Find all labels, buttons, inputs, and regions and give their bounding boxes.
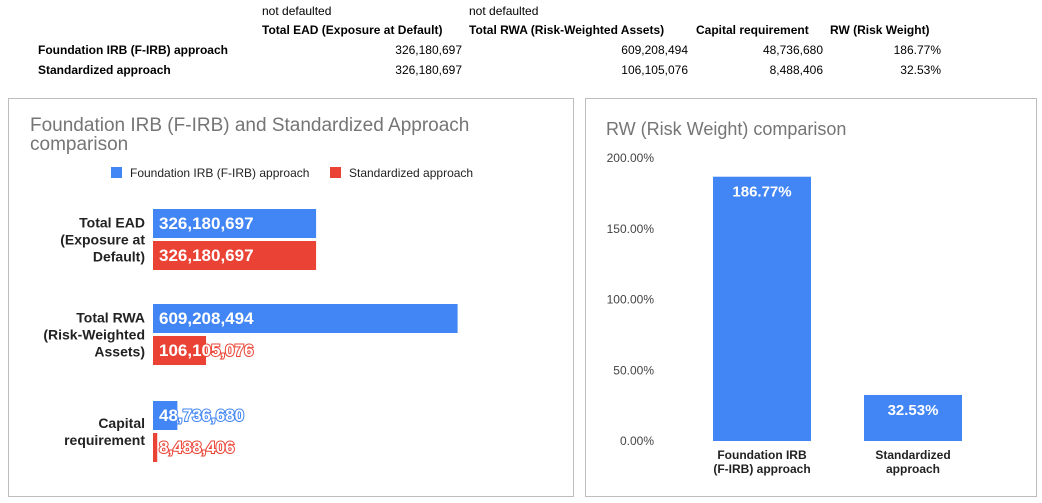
- data-label: 326,180,697: [159, 214, 254, 233]
- category-label: approach: [886, 462, 940, 476]
- data-label: 609,208,494: [159, 309, 254, 328]
- y-tick-label: 150.00%: [607, 222, 655, 236]
- category-label: requirement: [64, 432, 145, 448]
- chart-title: RW (Risk Weight) comparison: [606, 119, 846, 139]
- col-header-capital: Capital requirement: [696, 23, 809, 37]
- category-label: Foundation IRB: [717, 448, 807, 462]
- y-tick-label: 0.00%: [620, 434, 654, 448]
- comparison-bar-chart: Foundation IRB (F-IRB) and Standardized …: [30, 115, 473, 462]
- y-tick-label: 200.00%: [607, 151, 655, 165]
- category-label: (Exposure at: [60, 232, 145, 248]
- risk-weight-chart-panel: RW (Risk Weight) comparison 0.00% 50.00% 10…: [585, 98, 1037, 497]
- bar: [153, 433, 158, 462]
- category-label: Default): [93, 249, 145, 265]
- data-label: 106,105,076: [159, 341, 254, 360]
- legend-swatch: [111, 167, 122, 178]
- legend-label: Standardized approach: [349, 166, 473, 180]
- subheader-rwa: not defaulted: [469, 4, 539, 18]
- data-label: 186.77%: [732, 184, 791, 201]
- category-label: Total RWA: [76, 310, 145, 326]
- data-label: 326,180,697: [159, 246, 254, 265]
- data-label: 48,736,680: [159, 406, 244, 425]
- bar: [153, 209, 317, 238]
- cell-firb-capital: 48,736,680: [762, 43, 823, 57]
- subheader-ead: not defaulted: [262, 4, 332, 18]
- row-label-firb: Foundation IRB (F-IRB) approach: [38, 43, 228, 57]
- col-header-ead: Total EAD (Exposure at Default): [262, 23, 443, 37]
- cell-std-ead: 326,180,697: [395, 63, 462, 77]
- category-label: Capital: [98, 415, 145, 431]
- risk-weight-bar-chart: RW (Risk Weight) comparison 0.00% 50.00% 10…: [606, 119, 962, 476]
- data-label: 32.53%: [888, 402, 939, 419]
- legend-swatch: [330, 167, 341, 178]
- cell-firb-rwa: 609,208,494: [621, 43, 688, 57]
- bar: [713, 176, 811, 441]
- data-label: 8,488,406: [159, 438, 235, 457]
- category-label: (F-IRB) approach: [713, 462, 810, 476]
- bar: [153, 401, 178, 430]
- col-header-rw: RW (Risk Weight): [830, 23, 930, 37]
- bar: [153, 336, 207, 365]
- category-label: Standardized: [875, 448, 950, 462]
- cell-std-rw: 32.53%: [900, 63, 941, 77]
- bar: [864, 394, 962, 441]
- cell-firb-ead: 326,180,697: [395, 43, 462, 57]
- bar: [153, 304, 458, 333]
- bar: [153, 241, 317, 270]
- cell-std-rwa: 106,105,076: [621, 63, 688, 77]
- col-header-rwa: Total RWA (Risk-Weighted Assets): [469, 23, 665, 37]
- row-label-standardized: Standardized approach: [38, 63, 171, 77]
- category-label: (Risk-Weighted: [43, 327, 145, 343]
- category-label: Total EAD: [79, 215, 145, 231]
- y-tick-label: 50.00%: [613, 363, 654, 377]
- cell-std-capital: 8,488,406: [769, 63, 823, 77]
- comparison-chart-panel: Foundation IRB (F-IRB) and Standardized …: [8, 98, 574, 497]
- y-tick-label: 100.00%: [607, 293, 655, 307]
- chart-title: Foundation IRB (F-IRB) and Standardized …: [30, 115, 469, 136]
- legend-label: Foundation IRB (F-IRB) approach: [130, 166, 309, 180]
- category-label: Assets): [94, 344, 145, 360]
- cell-firb-rw: 186.77%: [893, 43, 941, 57]
- chart-title: comparison: [30, 134, 128, 155]
